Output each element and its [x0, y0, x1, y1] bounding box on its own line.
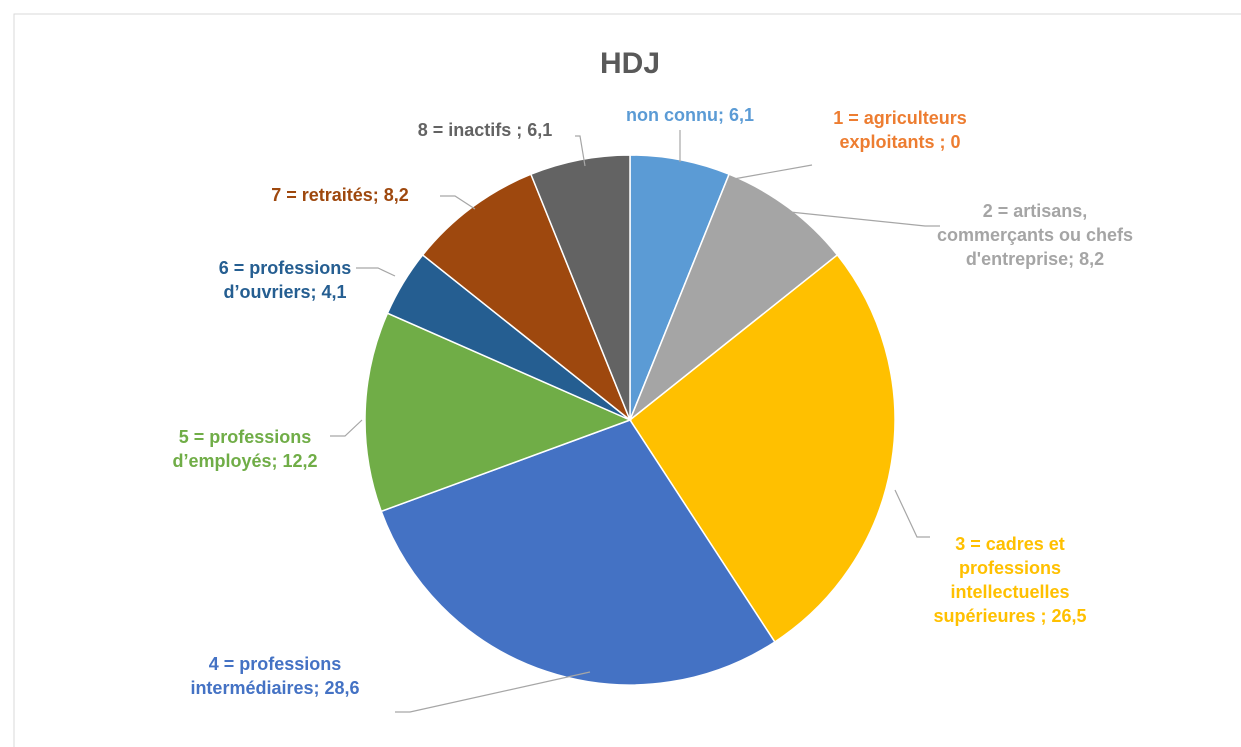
leader-line [575, 135, 586, 167]
label-category: 3 = cadres et professions intellectuelle… [933, 534, 1070, 626]
pie-slice [421, 173, 632, 423]
leader-line [330, 419, 363, 437]
label-category: 4 = professions intermédiaires; [190, 654, 342, 698]
pie-slice [380, 419, 776, 686]
label-category: non connu; [625, 105, 724, 125]
label-value: 8,2 [383, 185, 409, 205]
data-label: non connu; 6,1 [560, 103, 820, 127]
label-value: 12,2 [282, 451, 318, 471]
label-category: 6 = professions d’ouvriers; [218, 258, 352, 302]
label-value: 6,1 [527, 120, 553, 140]
pie [364, 154, 896, 686]
label-category: 8 = inactifs ; [417, 120, 523, 140]
label-category: 2 = artisans, commerçants ou chefs d'ent… [936, 201, 1134, 269]
chart-frame [13, 13, 1241, 747]
label-category: 1 = agriculteurs exploitants ; [833, 108, 967, 152]
label-category: 7 = retraités; [271, 185, 379, 205]
pie-slice [628, 253, 896, 643]
leader-line [395, 671, 591, 713]
label-value: 28,6 [324, 678, 360, 698]
pie-slice [364, 312, 633, 513]
leader-line [356, 267, 396, 277]
label-category: 5 = professions d’employés; [172, 427, 312, 471]
leader-line [894, 489, 930, 538]
data-label: 2 = artisans, commerçants ou chefs d'ent… [935, 199, 1135, 271]
chart-title: HDJ [600, 47, 660, 80]
leader-line [440, 195, 476, 210]
label-value: 4,1 [321, 282, 347, 302]
data-label: 4 = professions intermédiaires; 28,6 [150, 652, 400, 700]
data-label: 3 = cadres et professions intellectuelle… [903, 532, 1118, 628]
pie-slice [529, 154, 631, 421]
data-label: 1 = agriculteurs exploitants ; 0 [805, 106, 995, 154]
label-value: 0 [950, 132, 961, 152]
data-label: 8 = inactifs ; 6,1 [355, 118, 615, 142]
leader-line [789, 211, 940, 227]
label-value: 26,5 [1051, 606, 1087, 626]
label-value: 8,2 [1079, 249, 1105, 269]
data-label: 7 = retraités; 8,2 [210, 183, 470, 207]
pie-slice [628, 173, 839, 423]
label-value: 6,1 [728, 105, 755, 125]
data-label: 6 = professions d’ouvriers; 4,1 [193, 256, 378, 304]
data-label: 5 = professions d’employés; 12,2 [153, 425, 338, 473]
leader-line [727, 164, 813, 181]
